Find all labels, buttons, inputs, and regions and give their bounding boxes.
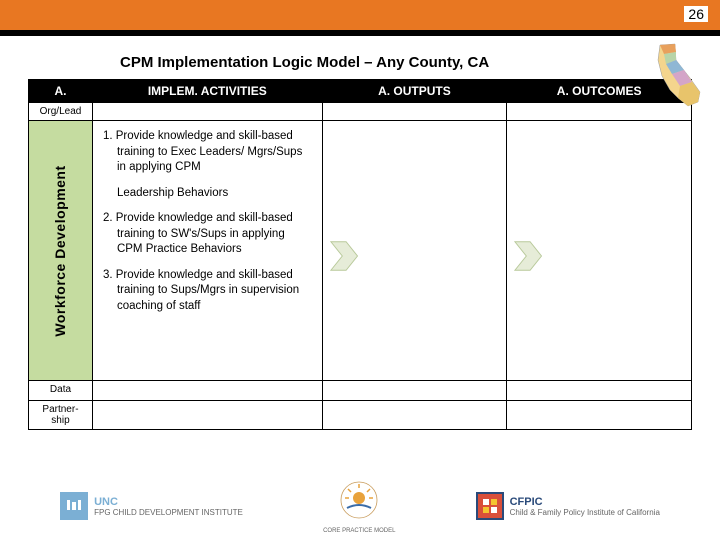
activities-cell: 1. Provide knowledge and skill-based tra…: [92, 121, 322, 381]
header-corner: A.: [29, 80, 93, 103]
org-lead-row: Org/Lead: [29, 103, 692, 121]
unc-logo-block: UNC FPG CHILD DEVELOPMENT INSTITUTE: [60, 492, 243, 520]
ccw-text: CORE PRACTICE MODEL: [323, 528, 395, 534]
activity-2: 2. Provide knowledge and skill-based tra…: [103, 211, 312, 258]
unc-text: UNC FPG CHILD DEVELOPMENT INSTITUTE: [94, 496, 243, 517]
cfpic-logo-block: CFPIC Child & Family Policy Institute of…: [476, 492, 660, 520]
page-number: 26: [684, 6, 708, 22]
activity-1: 1. Provide knowledge and skill-based tra…: [103, 129, 312, 176]
workforce-dev-row: Workforce Development 1. Provide knowled…: [29, 121, 692, 381]
logic-model-table: A. IMPLEM. ACTIVITIES A. OUTPUTS A. OUTC…: [28, 79, 692, 430]
outputs-cell: [322, 121, 507, 381]
side-org-lead: Org/Lead: [29, 103, 93, 121]
california-map-icon: [650, 40, 710, 110]
partnership-row: Partner-ship: [29, 401, 692, 430]
ccw-logo-block: CORE PRACTICE MODEL: [323, 478, 395, 534]
header-row: A. IMPLEM. ACTIVITIES A. OUTPUTS A. OUTC…: [29, 80, 692, 103]
activity-3: 3. Provide knowledge and skill-based tra…: [103, 268, 312, 315]
chevron-icon: [513, 239, 551, 273]
title-area: CPM Implementation Logic Model – Any Cou…: [0, 36, 720, 79]
outcomes-cell: [507, 121, 692, 381]
activity-1b: Leadership Behaviors: [103, 186, 312, 202]
cfpic-text: CFPIC Child & Family Policy Institute of…: [510, 496, 660, 517]
side-data: Data: [29, 381, 93, 401]
cfpic-logo-icon: [476, 492, 504, 520]
sun-logo-icon: [337, 478, 381, 522]
unc-logo-icon: [60, 492, 88, 520]
header-activities: IMPLEM. ACTIVITIES: [92, 80, 322, 103]
top-orange-bar: 26: [0, 0, 720, 30]
side-partnership: Partner-ship: [29, 401, 93, 430]
chevron-icon: [329, 239, 367, 273]
data-row: Data: [29, 381, 692, 401]
page-title: CPM Implementation Logic Model – Any Cou…: [120, 54, 680, 71]
workforce-dev-label: Workforce Development: [52, 165, 68, 336]
side-workforce-dev: Workforce Development: [29, 121, 93, 381]
footer-logos: UNC FPG CHILD DEVELOPMENT INSTITUTE CORE…: [0, 478, 720, 534]
header-outputs: A. OUTPUTS: [322, 80, 507, 103]
